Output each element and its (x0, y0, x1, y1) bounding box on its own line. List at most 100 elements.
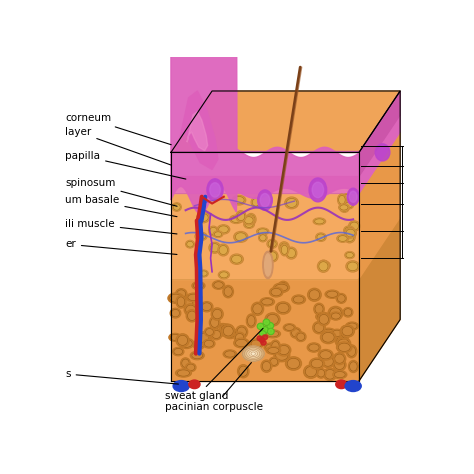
Ellipse shape (218, 244, 229, 256)
Ellipse shape (346, 322, 358, 330)
Ellipse shape (251, 197, 260, 207)
Ellipse shape (219, 226, 228, 233)
Ellipse shape (319, 262, 328, 271)
Ellipse shape (342, 194, 352, 201)
Ellipse shape (266, 344, 277, 351)
Ellipse shape (262, 335, 268, 340)
Ellipse shape (280, 243, 288, 252)
Ellipse shape (318, 369, 325, 377)
Ellipse shape (217, 325, 228, 335)
Ellipse shape (230, 254, 243, 264)
Ellipse shape (262, 362, 271, 371)
Ellipse shape (344, 309, 352, 316)
Ellipse shape (322, 332, 334, 342)
Ellipse shape (193, 283, 203, 289)
Ellipse shape (213, 231, 223, 237)
Ellipse shape (259, 331, 266, 337)
Polygon shape (171, 151, 359, 152)
Ellipse shape (375, 144, 390, 161)
Ellipse shape (320, 261, 328, 268)
Ellipse shape (231, 216, 241, 222)
Ellipse shape (292, 329, 300, 337)
Ellipse shape (170, 334, 180, 340)
Ellipse shape (220, 324, 233, 333)
Ellipse shape (266, 346, 281, 354)
Ellipse shape (206, 328, 213, 336)
Ellipse shape (192, 352, 202, 359)
Text: um basale: um basale (65, 195, 177, 217)
Ellipse shape (316, 233, 326, 241)
Ellipse shape (172, 310, 180, 317)
Ellipse shape (219, 272, 228, 278)
Ellipse shape (304, 365, 318, 378)
Ellipse shape (322, 356, 333, 366)
Ellipse shape (277, 344, 291, 356)
Ellipse shape (251, 340, 262, 347)
Ellipse shape (177, 370, 190, 376)
Ellipse shape (309, 290, 319, 300)
Ellipse shape (191, 382, 198, 387)
Ellipse shape (334, 372, 345, 378)
Ellipse shape (318, 313, 330, 326)
Ellipse shape (341, 328, 348, 338)
Ellipse shape (325, 369, 335, 379)
Ellipse shape (336, 293, 346, 303)
Ellipse shape (347, 188, 359, 205)
Ellipse shape (264, 343, 279, 352)
Ellipse shape (210, 318, 219, 328)
Text: s: s (65, 369, 178, 384)
Ellipse shape (231, 255, 242, 263)
Ellipse shape (168, 293, 183, 303)
Ellipse shape (214, 232, 222, 237)
Ellipse shape (186, 293, 201, 301)
Ellipse shape (204, 340, 214, 347)
Ellipse shape (263, 319, 270, 325)
Ellipse shape (268, 324, 273, 328)
Ellipse shape (347, 262, 358, 271)
Ellipse shape (276, 302, 291, 314)
Ellipse shape (345, 227, 353, 234)
Ellipse shape (346, 252, 354, 258)
Ellipse shape (214, 282, 223, 288)
Ellipse shape (316, 312, 330, 321)
Ellipse shape (293, 296, 304, 303)
Ellipse shape (331, 313, 340, 319)
Ellipse shape (187, 364, 195, 371)
Ellipse shape (192, 282, 205, 290)
Ellipse shape (344, 231, 355, 243)
Ellipse shape (335, 360, 345, 370)
Ellipse shape (337, 338, 351, 349)
Ellipse shape (340, 205, 348, 210)
Ellipse shape (234, 231, 248, 242)
Ellipse shape (242, 346, 264, 361)
Ellipse shape (275, 284, 288, 291)
Ellipse shape (201, 271, 207, 276)
Ellipse shape (335, 336, 349, 346)
Ellipse shape (336, 380, 347, 389)
Ellipse shape (212, 281, 225, 289)
Ellipse shape (179, 338, 194, 348)
Ellipse shape (345, 202, 353, 208)
Ellipse shape (264, 254, 271, 276)
Ellipse shape (186, 310, 198, 322)
Polygon shape (171, 279, 359, 381)
Ellipse shape (203, 339, 215, 348)
Ellipse shape (183, 298, 192, 308)
Ellipse shape (249, 339, 263, 349)
Ellipse shape (273, 283, 290, 292)
Ellipse shape (253, 304, 262, 314)
Ellipse shape (333, 353, 346, 365)
Ellipse shape (198, 332, 210, 344)
Ellipse shape (173, 347, 184, 356)
Polygon shape (359, 217, 400, 381)
Ellipse shape (325, 290, 339, 298)
Ellipse shape (286, 247, 297, 259)
Ellipse shape (210, 244, 219, 252)
Ellipse shape (239, 366, 248, 376)
Ellipse shape (263, 251, 273, 279)
Ellipse shape (244, 221, 255, 228)
Ellipse shape (344, 226, 354, 235)
Ellipse shape (270, 287, 283, 297)
Ellipse shape (315, 304, 323, 313)
Ellipse shape (216, 324, 230, 336)
